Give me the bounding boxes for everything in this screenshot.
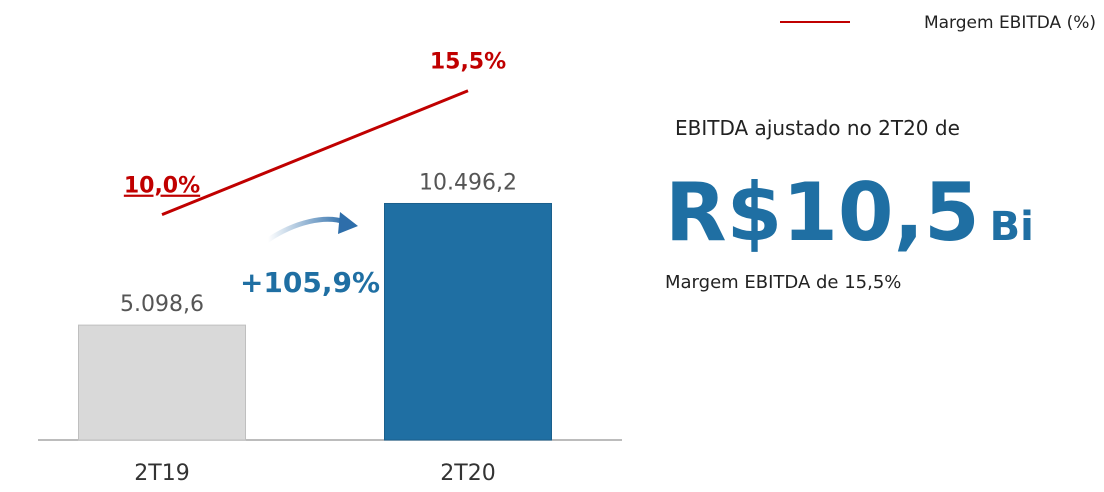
arrow: [265, 216, 348, 243]
big-value: R$10,5: [665, 166, 980, 259]
growth-annotation: +105,9%: [240, 266, 380, 299]
legend-label: Margem EBITDA (%): [924, 13, 1096, 33]
x-tick-label: 2T20: [440, 461, 495, 486]
bar-value-label: 5.098,6: [120, 292, 204, 317]
big-value-unit: Bi: [990, 204, 1034, 250]
x-tick-label: 2T19: [134, 461, 189, 486]
line-value-label: 15,5%: [430, 50, 506, 75]
bar: [78, 324, 246, 441]
line-series: [161, 89, 469, 217]
side-caption: EBITDA ajustado no 2T20 de: [675, 116, 960, 140]
bar-value-label: 10.496,2: [419, 170, 517, 195]
bar: [384, 202, 552, 441]
line-value-label: 10,0%: [124, 174, 200, 199]
arrow-head: [338, 212, 358, 234]
side-note: Margem EBITDA de 15,5%: [665, 272, 901, 293]
